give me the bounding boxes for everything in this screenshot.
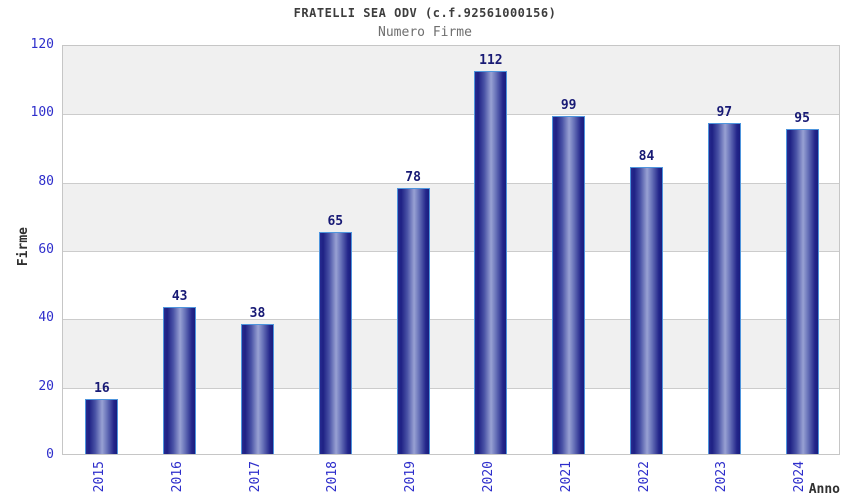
bar-value-label: 43 [171,289,188,305]
x-axis-title: Anno [808,482,840,497]
bar-value-label: 78 [405,169,421,185]
bar-value-label: 84 [638,149,655,164]
gridline [63,114,839,116]
bar-2015 [85,399,119,454]
bar-2021 [552,115,586,454]
bar-value-label: 97 [716,104,733,120]
x-tick-label: 2019 [403,461,419,493]
y-tick-label: 80 [38,173,54,189]
x-tick-label: 2015 [91,461,107,493]
bar-2018 [318,231,352,454]
y-tick-label: 120 [30,37,54,52]
x-tick-label: 2023 [714,461,730,493]
bar-2019 [396,187,430,454]
chart-title: FRATELLI SEA ODV (c.f.92561000156) [293,6,557,20]
x-tick-label: 2018 [325,461,341,493]
x-tick-label: 2022 [636,461,652,493]
y-tick-label: 100 [30,105,54,121]
bar-value-label: 38 [249,306,266,322]
bar-2016 [163,307,197,454]
bar-value-label: 65 [327,213,344,229]
y-tick-label: 60 [38,242,54,257]
bar-value-label: 112 [479,53,503,69]
y-tick-label: 40 [38,310,54,326]
bar-value-label: 95 [794,111,810,127]
plot-area: 16 43 38 65 78 112 99 84 97 95 [62,45,840,455]
bar-2017 [241,324,274,454]
y-tick-label: 20 [38,378,54,394]
bar-value-label: 99 [560,97,577,113]
chart-subtitle: Numero Firme [378,25,472,40]
bar-2020 [474,71,508,454]
x-tick-label: 2020 [480,461,496,493]
gridline [63,319,839,321]
plot-band [63,46,839,115]
x-tick-label: 2021 [558,461,574,493]
gridline [63,251,839,252]
x-tick-label: 2016 [169,461,185,493]
y-tick-label: 0 [46,447,54,462]
gridline [63,387,839,389]
bar-2023 [707,122,741,454]
x-tick-label: 2017 [247,461,263,493]
bar-2024 [785,129,819,454]
gridline [63,182,839,184]
bar-2022 [630,167,663,454]
x-tick-label: 2024 [792,461,808,493]
bar-value-label: 16 [94,381,110,397]
